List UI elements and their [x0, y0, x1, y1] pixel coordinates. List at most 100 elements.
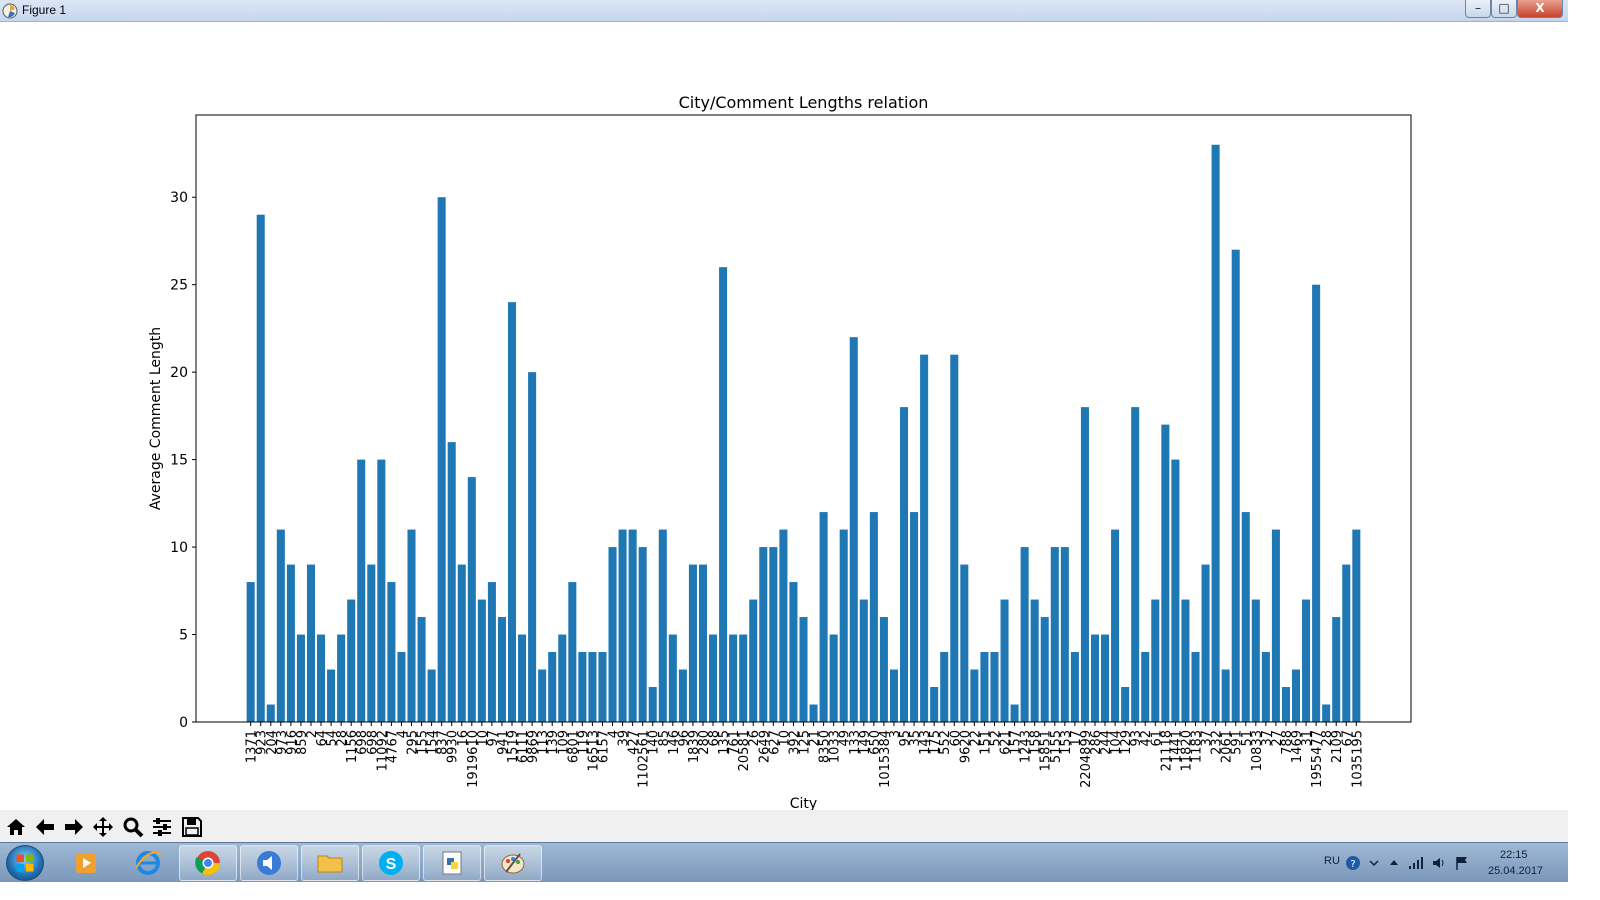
- x-tick-label: 2061: [1220, 730, 1235, 763]
- windows-start-icon: [16, 854, 34, 872]
- x-tick-label: 9930: [446, 730, 461, 763]
- clock-date[interactable]: 25.04.2017: [1488, 865, 1544, 877]
- x-tick-label: 20581: [737, 730, 752, 771]
- x-tick-label: 2204899: [1079, 730, 1094, 788]
- configure-subplots-icon: [153, 818, 171, 836]
- x-tick-label: 113: [536, 730, 551, 755]
- taskbar-file-explorer[interactable]: [301, 845, 359, 881]
- bar: [1251, 599, 1260, 722]
- maximize-button[interactable]: □: [1491, 0, 1517, 18]
- close-button[interactable]: X: [1517, 0, 1563, 18]
- show-hidden-icons-icon[interactable]: [1386, 855, 1402, 871]
- x-tick-label: 175: [928, 730, 943, 755]
- bar: [910, 512, 919, 722]
- bar: [1342, 564, 1351, 722]
- bar: [608, 547, 617, 722]
- clock-time[interactable]: 22:15: [1500, 849, 1528, 861]
- x-tick-label: 151: [978, 730, 993, 755]
- network-icon[interactable]: [1408, 855, 1424, 871]
- bar: [1151, 599, 1160, 722]
- start-button[interactable]: [6, 845, 44, 881]
- bar: [749, 599, 758, 722]
- x-tick-label: 10833: [1250, 730, 1265, 771]
- bar: [1000, 599, 1009, 722]
- x-tick-label: 11092: [375, 730, 390, 771]
- x-tick-label: 21118: [1159, 730, 1174, 771]
- bar: [739, 634, 748, 722]
- x-tick-label: 51: [1240, 730, 1255, 747]
- taskbar-media-player[interactable]: [58, 845, 116, 881]
- bar: [1352, 529, 1361, 722]
- save-button[interactable]: [179, 814, 205, 840]
- python-app-icon: [442, 851, 462, 875]
- chrome-icon: [195, 851, 220, 876]
- x-tick-label: 9869: [526, 730, 541, 763]
- bar: [668, 634, 677, 722]
- home-icon: [7, 819, 25, 835]
- bar: [1231, 249, 1240, 722]
- x-tick-label: 1839: [687, 730, 702, 763]
- x-tick-label: 552: [938, 730, 953, 755]
- bar: [819, 512, 828, 722]
- x-tick-label: 1519: [506, 730, 521, 763]
- y-tick-label: 30: [170, 190, 188, 206]
- y-tick-label: 10: [170, 540, 188, 556]
- volume-icon[interactable]: [1431, 855, 1447, 871]
- taskbar-internet-explorer[interactable]: [119, 845, 177, 881]
- x-tick-label: 859: [295, 730, 310, 755]
- bar: [769, 547, 778, 722]
- minimize-button[interactable]: –: [1465, 0, 1491, 18]
- back-icon: [36, 819, 54, 835]
- bar: [628, 529, 637, 722]
- save-icon: [182, 817, 202, 837]
- bar: [256, 214, 265, 723]
- x-tick-label: 427: [627, 730, 642, 755]
- x-tick-label: 135: [717, 730, 732, 755]
- x-tick-label: 1102561: [637, 730, 652, 788]
- taskbar-skype[interactable]: S: [362, 845, 420, 881]
- taskbar-audio-app[interactable]: [240, 845, 298, 881]
- taskbar-chrome[interactable]: [179, 845, 237, 881]
- help-icon[interactable]: ?: [1345, 855, 1361, 871]
- bar: [1302, 599, 1311, 722]
- x-tick-label: 96: [677, 730, 692, 747]
- bar: [437, 197, 446, 723]
- x-tick-label: 64: [315, 730, 330, 747]
- bar: [1291, 669, 1301, 722]
- forward-button[interactable]: [61, 814, 87, 840]
- back-button[interactable]: [32, 814, 58, 840]
- bar: [688, 564, 697, 722]
- home-button[interactable]: [3, 814, 29, 840]
- keyboard-language[interactable]: RU: [1324, 855, 1340, 867]
- configure-subplots-button[interactable]: [149, 814, 175, 840]
- bar: [518, 634, 527, 722]
- x-tick-label: 232: [1210, 730, 1225, 755]
- bar: [276, 529, 285, 722]
- x-tick-label: 6157: [596, 730, 611, 763]
- bar: [960, 564, 969, 722]
- bar: [1191, 652, 1200, 722]
- taskbar-paint[interactable]: [484, 845, 542, 881]
- bar: [477, 599, 486, 722]
- x-tick-label: 37: [1260, 730, 1275, 747]
- zoom-button[interactable]: [120, 814, 146, 840]
- pan-button[interactable]: [90, 814, 116, 840]
- bar: [1131, 407, 1140, 722]
- bar: [950, 354, 959, 722]
- x-tick-label: 9620: [958, 730, 973, 763]
- x-tick-label: 140: [647, 730, 662, 755]
- bar: [367, 564, 376, 722]
- x-tick-label: 52: [988, 730, 1003, 747]
- bar: [648, 687, 657, 722]
- bar: [849, 337, 858, 722]
- taskbar-python-app[interactable]: [423, 845, 481, 881]
- x-tick-label: 2: [305, 730, 320, 738]
- x-tick-label: 6111: [516, 730, 531, 763]
- x-tick-label: 10: [476, 730, 491, 747]
- x-tick-label: 1243: [1019, 730, 1034, 763]
- x-tick-label: 133: [848, 730, 863, 755]
- action-center-flag-icon[interactable]: [1454, 855, 1470, 871]
- x-tick-label: 627: [767, 730, 782, 755]
- bar: [1121, 687, 1130, 722]
- language-options-icon[interactable]: [1366, 855, 1382, 871]
